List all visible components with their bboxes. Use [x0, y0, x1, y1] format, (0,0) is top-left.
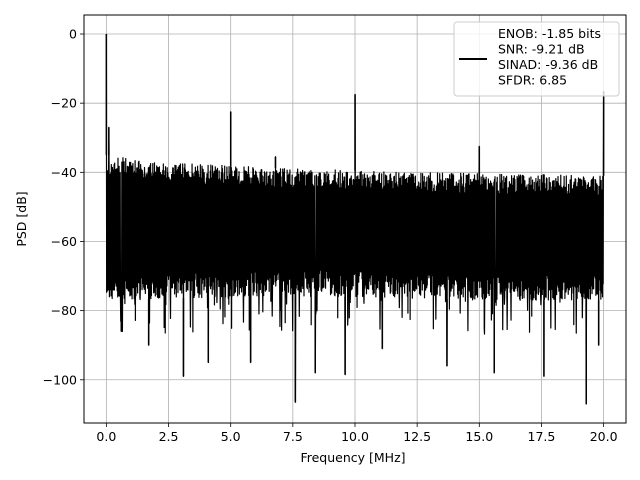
x-tick-label: 20.0 — [590, 429, 618, 444]
x-tick-label: 5.0 — [221, 429, 241, 444]
legend-box — [453, 21, 620, 97]
y-axis-label: PSD [dB] — [14, 191, 29, 246]
legend: ENOB: -1.85 bits SNR: -9.21 dB SINAD: -9.3… — [453, 21, 620, 97]
x-tick-label: 10.0 — [341, 429, 369, 444]
legend-line: SINAD: -9.36 dB — [498, 57, 598, 72]
legend-line: SFDR: 6.85 — [498, 73, 567, 88]
x-tick-label: 12.5 — [403, 429, 431, 444]
y-tick-label: −80 — [51, 303, 77, 318]
psd-series-line — [105, 34, 605, 405]
psd-trace — [105, 34, 605, 405]
y-axis-ticks: 0 −20 −40 −60 −80 −100 — [43, 27, 84, 387]
x-tick-label: 15.0 — [465, 429, 493, 444]
x-tick-label: 17.5 — [528, 429, 556, 444]
x-axis-label: Frequency [MHz] — [300, 450, 405, 465]
y-tick-label: −60 — [51, 234, 77, 249]
y-tick-label: −40 — [51, 165, 77, 180]
y-tick-label: 0 — [69, 27, 77, 42]
y-tick-label: −100 — [43, 372, 77, 387]
legend-entry: ENOB: -1.85 bits SNR: -9.21 dB SINAD: -9.3… — [498, 26, 601, 88]
x-axis-ticks: 0.0 2.5 5.0 7.5 10.0 12.5 15.0 17.5 20.0 — [96, 423, 618, 444]
x-tick-label: 7.5 — [283, 429, 303, 444]
x-tick-label: 2.5 — [159, 429, 179, 444]
legend-line: ENOB: -1.85 bits — [498, 26, 601, 41]
y-tick-label: −20 — [51, 96, 77, 111]
x-tick-label: 0.0 — [96, 429, 116, 444]
legend-line: SNR: -9.21 dB — [498, 42, 585, 57]
